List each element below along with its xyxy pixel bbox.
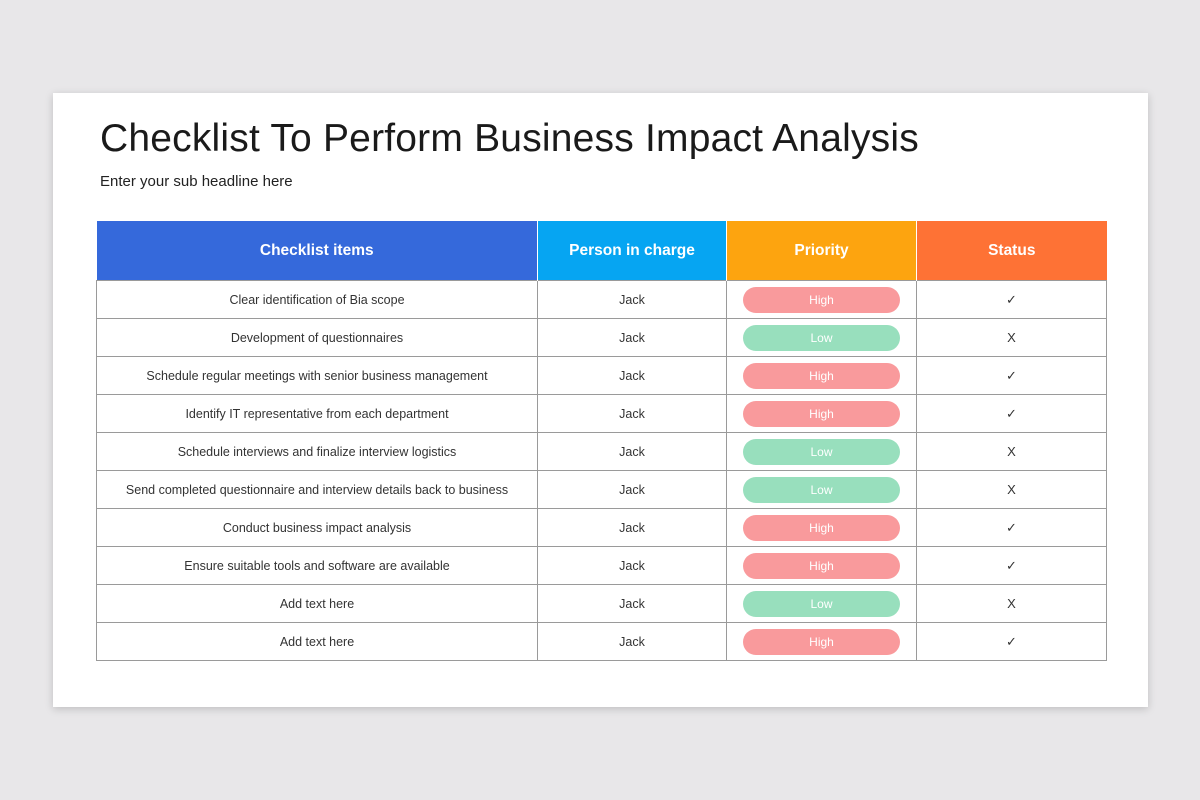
cross-mark-icon: X bbox=[1007, 444, 1016, 459]
person-in-charge-cell: Jack bbox=[537, 432, 727, 471]
table-row: Add text here Jack Low X bbox=[96, 584, 1107, 623]
priority-badge: High bbox=[743, 552, 900, 579]
person-in-charge-cell: Jack bbox=[537, 622, 727, 661]
status-cell: X bbox=[916, 432, 1107, 471]
priority-cell: High bbox=[726, 280, 917, 319]
checklist-item-cell: Development of questionnaires bbox=[96, 318, 538, 357]
priority-cell: Low bbox=[726, 470, 917, 509]
check-mark-icon: ✓ bbox=[1006, 367, 1017, 383]
check-mark-icon: ✓ bbox=[1006, 519, 1017, 535]
status-cell: X bbox=[916, 584, 1107, 623]
priority-badge: High bbox=[743, 514, 900, 541]
status-cell: ✓ bbox=[916, 508, 1107, 547]
person-in-charge-cell: Jack bbox=[537, 546, 727, 585]
header-status: Status bbox=[916, 221, 1107, 281]
checklist-item-cell: Schedule interviews and finalize intervi… bbox=[96, 432, 538, 471]
priority-cell: High bbox=[726, 394, 917, 433]
priority-cell: Low bbox=[726, 318, 917, 357]
table-body: Clear identification of Bia scope Jack Hig… bbox=[96, 280, 1107, 661]
priority-badge: High bbox=[743, 362, 900, 389]
person-in-charge-cell: Jack bbox=[537, 280, 727, 319]
person-in-charge-cell: Jack bbox=[537, 508, 727, 547]
person-in-charge-cell: Jack bbox=[537, 356, 727, 395]
checklist-item-cell: Add text here bbox=[96, 622, 538, 661]
header-checklist-items: Checklist items bbox=[96, 221, 538, 281]
checklist-item-cell: Identify IT representative from each dep… bbox=[96, 394, 538, 433]
priority-badge: Low bbox=[743, 324, 900, 351]
cross-mark-icon: X bbox=[1007, 330, 1016, 345]
status-cell: X bbox=[916, 318, 1107, 357]
status-cell: X bbox=[916, 470, 1107, 509]
status-cell: ✓ bbox=[916, 622, 1107, 661]
status-cell: ✓ bbox=[916, 546, 1107, 585]
table-row: Add text here Jack High ✓ bbox=[96, 622, 1107, 661]
priority-cell: High bbox=[726, 508, 917, 547]
priority-cell: Low bbox=[726, 432, 917, 471]
checklist-item-cell: Conduct business impact analysis bbox=[96, 508, 538, 547]
priority-badge: Low bbox=[743, 476, 900, 503]
table-row: Schedule regular meetings with senior bu… bbox=[96, 356, 1107, 395]
page-title: Checklist To Perform Business Impact Ana… bbox=[100, 117, 919, 160]
person-in-charge-cell: Jack bbox=[537, 470, 727, 509]
cross-mark-icon: X bbox=[1007, 596, 1016, 611]
header-person-in-charge: Person in charge bbox=[537, 221, 727, 281]
check-mark-icon: ✓ bbox=[1006, 291, 1017, 307]
priority-badge: High bbox=[743, 400, 900, 427]
checklist-item-cell: Schedule regular meetings with senior bu… bbox=[96, 356, 538, 395]
slide: Checklist To Perform Business Impact Ana… bbox=[53, 93, 1148, 707]
table-header-row: Checklist items Person in charge Priorit… bbox=[96, 221, 1107, 281]
checklist-item-cell: Clear identification of Bia scope bbox=[96, 280, 538, 319]
status-cell: ✓ bbox=[916, 280, 1107, 319]
cross-mark-icon: X bbox=[1007, 482, 1016, 497]
checklist-item-cell: Send completed questionnaire and intervi… bbox=[96, 470, 538, 509]
priority-cell: High bbox=[726, 356, 917, 395]
check-mark-icon: ✓ bbox=[1006, 633, 1017, 649]
priority-cell: High bbox=[726, 622, 917, 661]
status-cell: ✓ bbox=[916, 394, 1107, 433]
table-row: Identify IT representative from each dep… bbox=[96, 394, 1107, 433]
table-row: Schedule interviews and finalize intervi… bbox=[96, 432, 1107, 471]
page-subtitle: Enter your sub headline here bbox=[100, 173, 293, 190]
checklist-item-cell: Ensure suitable tools and software are a… bbox=[96, 546, 538, 585]
priority-badge: High bbox=[743, 628, 900, 655]
person-in-charge-cell: Jack bbox=[537, 318, 727, 357]
priority-badge: Low bbox=[743, 590, 900, 617]
priority-cell: High bbox=[726, 546, 917, 585]
check-mark-icon: ✓ bbox=[1006, 405, 1017, 421]
table-row: Development of questionnaires Jack Low X bbox=[96, 318, 1107, 357]
check-mark-icon: ✓ bbox=[1006, 557, 1017, 573]
table-row: Clear identification of Bia scope Jack Hig… bbox=[96, 280, 1107, 319]
table-row: Conduct business impact analysis Jack High… bbox=[96, 508, 1107, 547]
person-in-charge-cell: Jack bbox=[537, 584, 727, 623]
checklist-table: Checklist items Person in charge Priorit… bbox=[96, 221, 1107, 661]
priority-badge: High bbox=[743, 286, 900, 313]
priority-badge: Low bbox=[743, 438, 900, 465]
person-in-charge-cell: Jack bbox=[537, 394, 727, 433]
header-priority: Priority bbox=[726, 221, 917, 281]
status-cell: ✓ bbox=[916, 356, 1107, 395]
table-row: Send completed questionnaire and intervi… bbox=[96, 470, 1107, 509]
checklist-item-cell: Add text here bbox=[96, 584, 538, 623]
table-row: Ensure suitable tools and software are a… bbox=[96, 546, 1107, 585]
priority-cell: Low bbox=[726, 584, 917, 623]
